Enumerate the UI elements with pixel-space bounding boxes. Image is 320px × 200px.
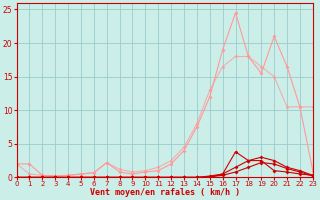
X-axis label: Vent moyen/en rafales ( km/h ): Vent moyen/en rafales ( km/h ) [90, 188, 240, 197]
